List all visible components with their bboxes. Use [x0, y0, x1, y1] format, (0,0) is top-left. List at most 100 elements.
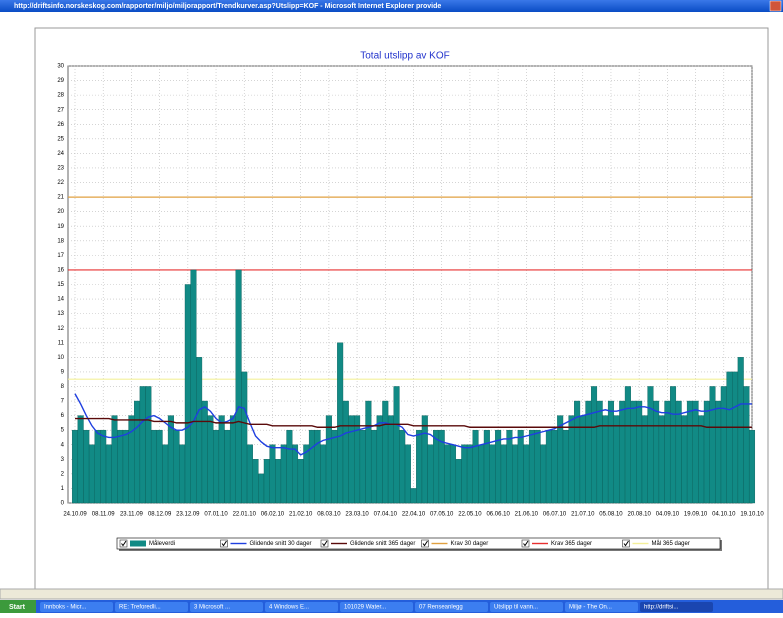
bar	[749, 430, 755, 503]
taskbar-label: 101029 Water...	[344, 605, 386, 611]
x-tick-label: 24.10.09	[63, 512, 87, 518]
chart-title: Total utslipp av KOF	[360, 51, 449, 62]
y-tick-label: 24	[57, 151, 64, 157]
x-tick-label: 21.06.10	[515, 512, 539, 518]
taskbar-label: 4 Windows E...	[269, 605, 309, 611]
bar	[710, 386, 716, 503]
bar	[670, 386, 676, 503]
page: http://driftsinfo.norskeskog.com/rapport…	[0, 0, 783, 613]
bar	[106, 445, 112, 503]
y-tick-label: 16	[57, 268, 64, 274]
bar	[117, 430, 123, 503]
y-tick-label: 20	[57, 209, 64, 215]
screen: http://driftsinfo.norskeskog.com/rapport…	[0, 0, 783, 613]
bar	[619, 401, 625, 503]
bar	[676, 401, 682, 503]
bar	[501, 445, 507, 503]
y-tick-label: 14	[57, 297, 64, 303]
bar	[693, 401, 699, 503]
close-button[interactable]	[770, 1, 781, 11]
x-tick-label: 07.05.10	[430, 512, 454, 518]
bar	[473, 430, 479, 503]
legend-label: Måleverdi	[149, 540, 175, 547]
y-tick-label: 10	[57, 355, 64, 361]
legend-label: Glidende snitt 30 dager	[250, 541, 312, 547]
bar	[247, 445, 253, 503]
taskbar-label: RE: Treforedli...	[119, 605, 161, 611]
bar	[659, 416, 665, 503]
x-tick-label: 22.01.10	[233, 512, 257, 518]
bar	[185, 285, 191, 504]
x-tick-label: 23.12.09	[176, 512, 200, 518]
x-tick-label: 23.03.10	[345, 512, 369, 518]
bar	[456, 459, 462, 503]
legend-label: Krav 365 dager	[551, 541, 592, 547]
bar	[264, 459, 270, 503]
legend-label: Krav 30 dager	[451, 541, 489, 547]
x-tick-label: 21.02.10	[289, 512, 313, 518]
bar	[343, 401, 349, 503]
bar	[394, 386, 400, 503]
window-title: http://driftsinfo.norskeskog.com/rapport…	[14, 3, 441, 10]
bar	[636, 401, 642, 503]
bar	[518, 430, 524, 503]
bar	[569, 416, 575, 503]
bar	[524, 445, 530, 503]
start-label: Start	[9, 604, 26, 611]
bar	[642, 416, 648, 503]
bar	[625, 386, 631, 503]
bar	[687, 401, 693, 503]
taskbar-label: 07 Renseanlegg	[419, 605, 463, 611]
legend-label: Glidende snitt 365 dager	[350, 541, 415, 547]
x-tick-label: 22.04.10	[402, 512, 426, 518]
bar	[241, 372, 247, 503]
bar	[552, 430, 558, 503]
bar	[72, 430, 78, 503]
bar	[461, 445, 467, 503]
bar	[100, 430, 106, 503]
bar	[377, 416, 383, 503]
x-tick-label: 08.11.09	[92, 512, 116, 518]
bar	[631, 401, 637, 503]
bar	[563, 430, 569, 503]
bar	[428, 445, 434, 503]
bar	[146, 386, 152, 503]
bar	[360, 430, 366, 503]
x-tick-label: 08.12.09	[148, 512, 172, 518]
bar	[354, 416, 360, 503]
y-tick-label: 25	[57, 136, 64, 142]
bar	[727, 372, 733, 503]
bar	[162, 445, 168, 503]
bar	[281, 445, 287, 503]
bar	[557, 416, 563, 503]
bar	[467, 445, 473, 503]
bar	[586, 401, 592, 503]
bar	[157, 430, 163, 503]
bar	[653, 401, 659, 503]
y-tick-label: 15	[57, 282, 64, 288]
bar	[89, 445, 95, 503]
bar	[433, 430, 439, 503]
y-tick-label: 29	[57, 78, 64, 84]
bar	[478, 445, 484, 503]
bar	[287, 430, 293, 503]
bar	[83, 430, 89, 503]
bar	[597, 401, 603, 503]
bar	[78, 416, 84, 503]
bar	[591, 386, 597, 503]
horizontal-scrollbar[interactable]	[0, 589, 783, 599]
legend-label: Mål 365 dager	[652, 540, 690, 547]
bar	[371, 430, 377, 503]
bar	[191, 270, 197, 503]
bar	[416, 430, 422, 503]
bar	[230, 416, 236, 503]
x-tick-label: 07.04.10	[374, 512, 398, 518]
bar	[399, 430, 405, 503]
bar	[608, 401, 614, 503]
bar	[445, 445, 451, 503]
bar	[174, 430, 180, 503]
bar	[315, 430, 321, 503]
y-tick-label: 27	[57, 107, 64, 113]
legend-swatch	[130, 541, 146, 547]
bar	[275, 459, 281, 503]
